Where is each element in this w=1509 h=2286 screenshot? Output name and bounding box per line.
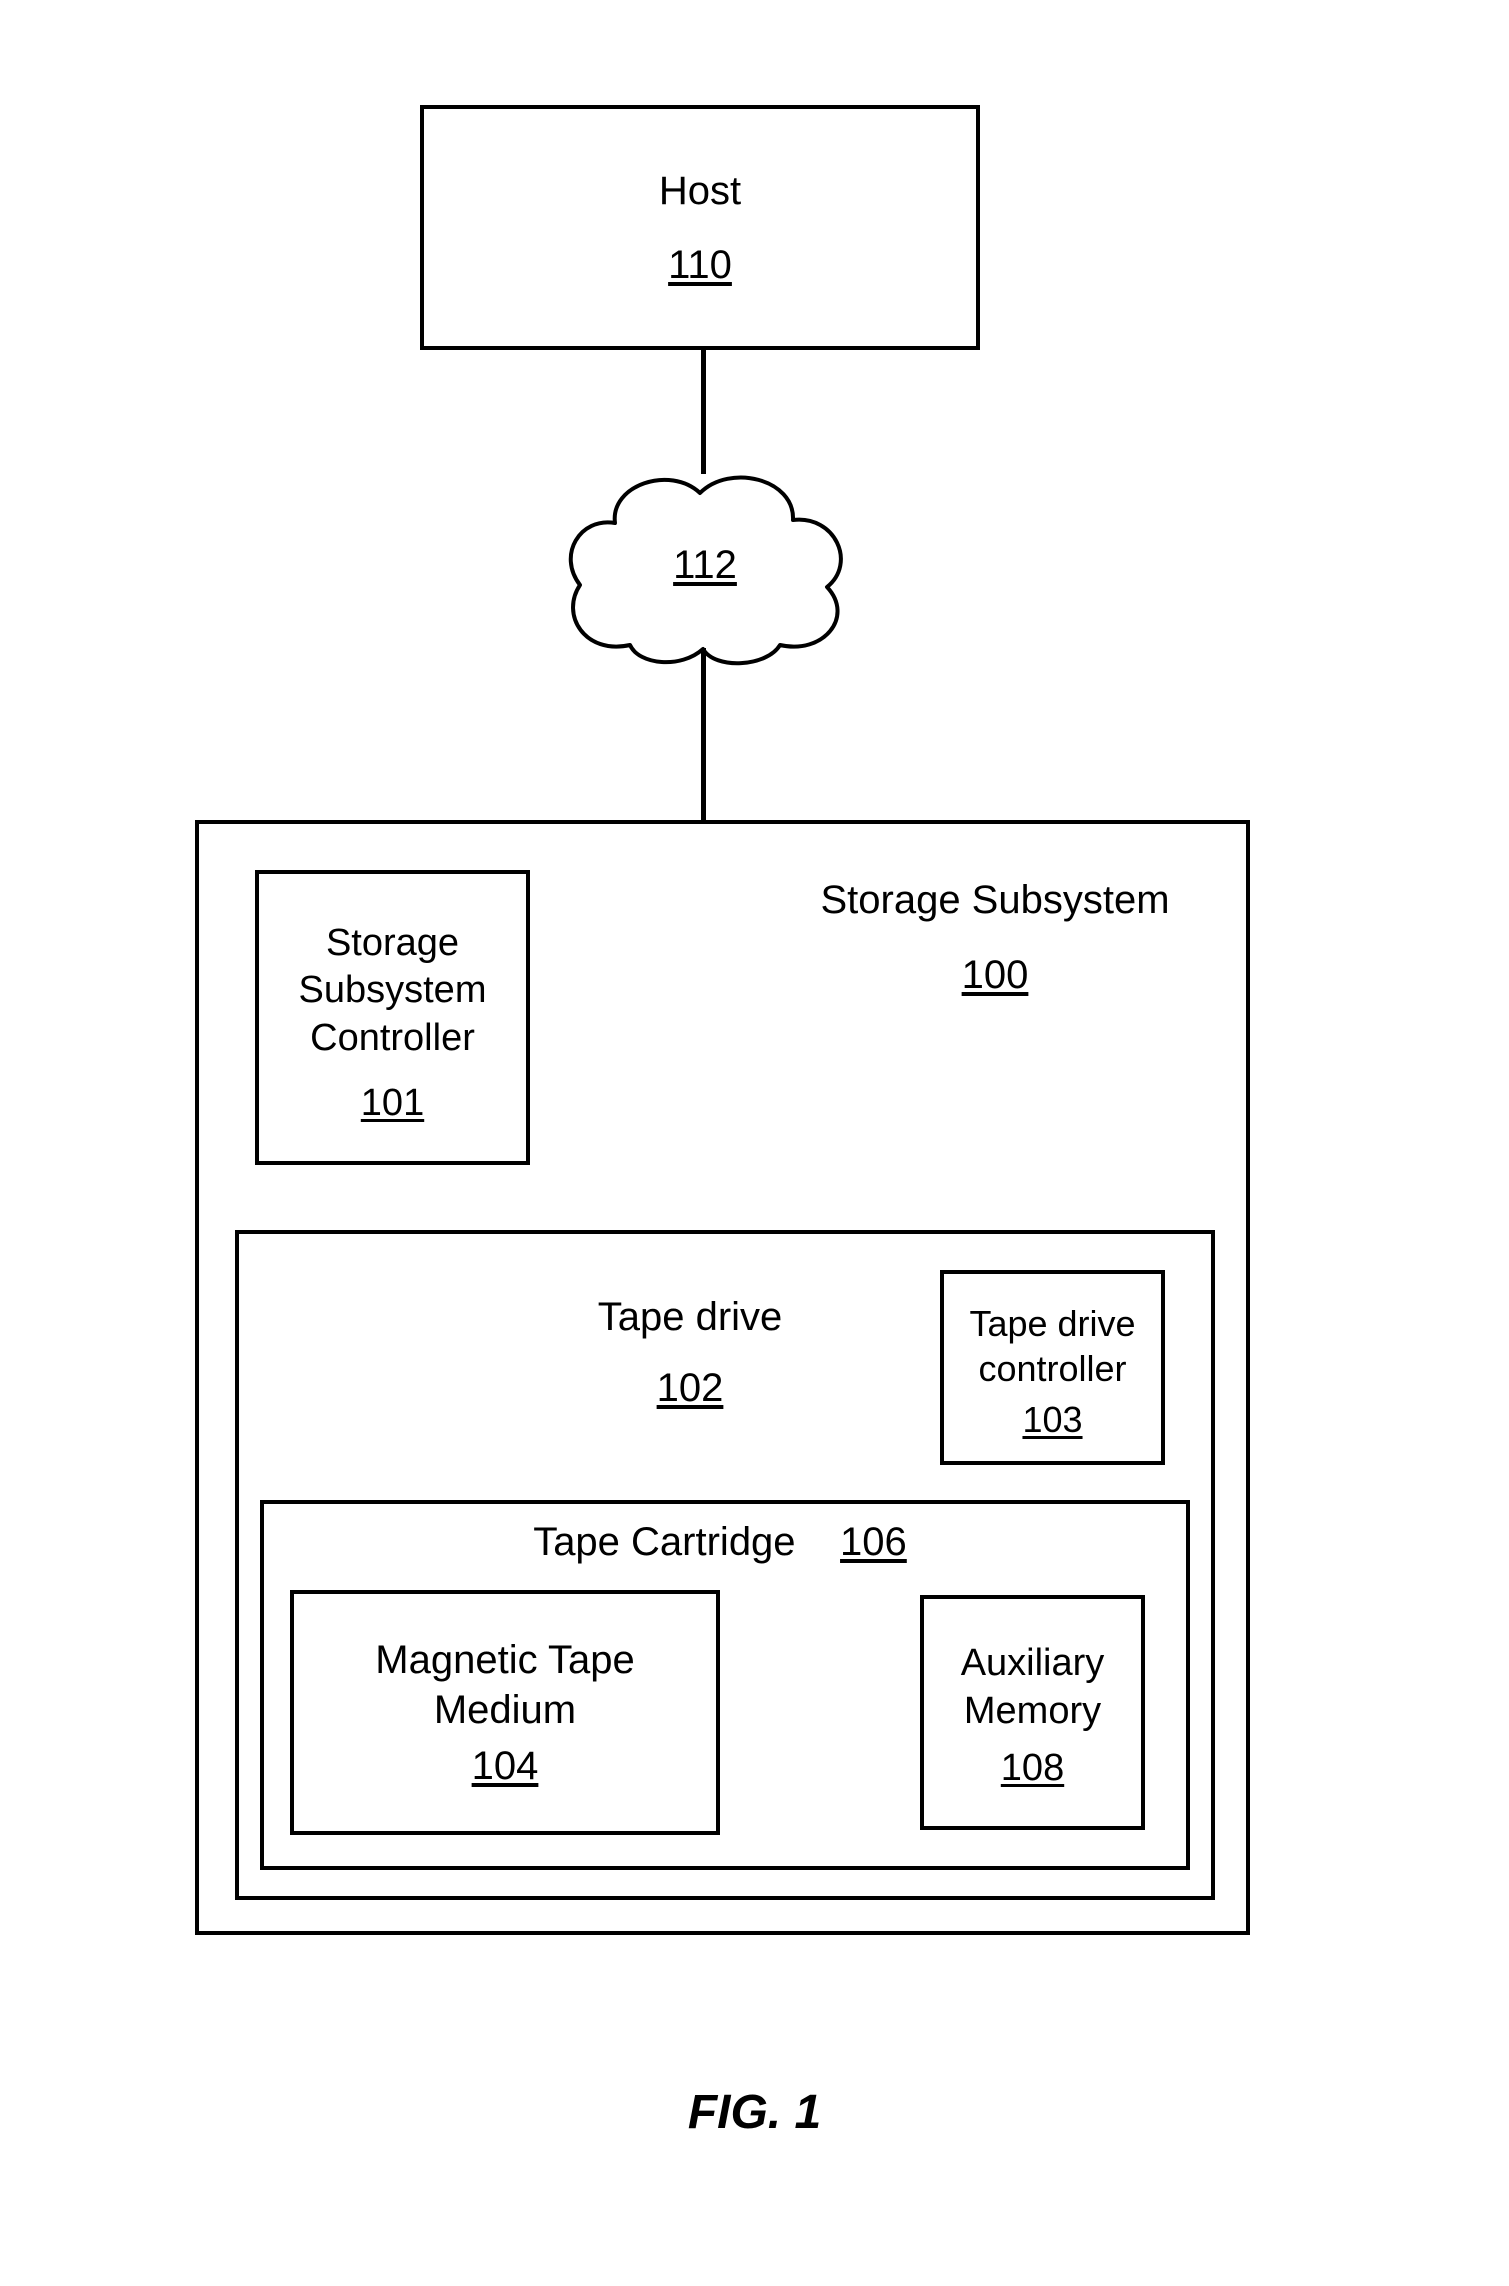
node-tdc-ref: 103 — [1022, 1397, 1082, 1442]
node-storage-subsystem-ref: 100 — [780, 953, 1210, 998]
node-tape-drive-ref: 102 — [540, 1366, 840, 1411]
node-auxmem-label-1: Auxiliary — [961, 1640, 1105, 1688]
node-tape-drive-label: Tape drive — [540, 1295, 840, 1340]
node-host-ref: 110 — [668, 240, 732, 290]
node-cloud-ref: 112 — [673, 543, 737, 587]
node-tape-drive-controller: Tape drive controller 103 — [940, 1270, 1165, 1465]
node-tape-cartridge-label: Tape Cartridge — [533, 1520, 795, 1564]
node-auxmem-label-2: Memory — [964, 1688, 1101, 1736]
node-storage-subsystem-controller: Storage Subsystem Controller 101 — [255, 870, 530, 1165]
node-ssc-label-2: Subsystem — [299, 967, 487, 1015]
node-tape-cartridge-title: Tape Cartridge 106 — [470, 1520, 970, 1565]
node-host-label: Host — [659, 166, 741, 216]
node-tape-drive-title: Tape drive 102 — [540, 1295, 840, 1411]
node-ssc-label-3: Controller — [310, 1015, 475, 1063]
node-mtm-label-2: Medium — [434, 1685, 576, 1735]
node-tape-cartridge-ref: 106 — [840, 1520, 907, 1564]
diagram-canvas: Host 110 112 Storage Subsystem 100 Stora… — [0, 0, 1509, 2286]
node-storage-subsystem-label: Storage Subsystem — [780, 878, 1210, 923]
node-auxmem-ref: 108 — [1001, 1745, 1064, 1793]
node-mtm-label-1: Magnetic Tape — [375, 1635, 634, 1685]
node-auxiliary-memory: Auxiliary Memory 108 — [920, 1595, 1145, 1830]
node-tdc-label-2: controller — [978, 1346, 1126, 1391]
node-magnetic-tape-medium: Magnetic Tape Medium 104 — [290, 1590, 720, 1835]
node-ssc-ref: 101 — [361, 1080, 424, 1128]
node-cloud: 112 — [555, 455, 855, 667]
node-host: Host 110 — [420, 105, 980, 350]
node-ssc-label-1: Storage — [326, 920, 459, 968]
node-storage-subsystem-title: Storage Subsystem 100 — [780, 878, 1210, 998]
figure-caption: FIG. 1 — [0, 2085, 1509, 2140]
node-mtm-ref: 104 — [472, 1741, 539, 1791]
edge-cloud-subsystem — [701, 648, 706, 820]
node-tdc-label-1: Tape drive — [969, 1301, 1135, 1346]
